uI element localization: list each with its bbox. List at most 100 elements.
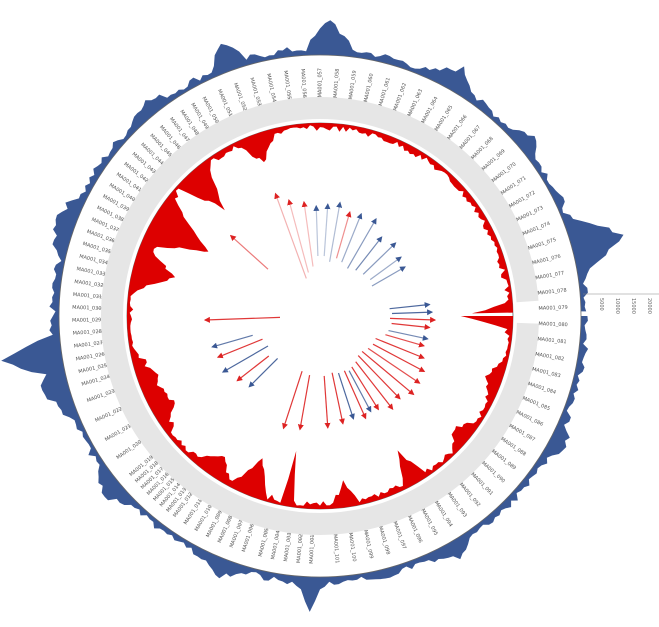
gene-tick [129,197,135,201]
gene-tick [109,390,115,393]
forward-arrow [236,355,270,382]
gene-tick [169,478,174,483]
gene-tick [197,499,201,505]
gene-tick [422,118,426,123]
gene-tick [448,134,452,139]
gene-tick [408,515,412,521]
gene-tick [288,94,290,100]
gene-tick [535,353,541,356]
gene-label: MA001_032 [74,279,104,289]
forward-arrow [351,366,379,411]
gene-tick [460,144,465,149]
gene-label: MA001_099 [362,529,374,559]
gene-tick [532,368,538,371]
gene-tick [250,524,253,530]
gene-label: MA001_059 [348,70,358,100]
gene-label: MA001_030 [72,305,102,312]
gene-tick [523,397,528,401]
gene-tick [365,96,367,102]
gene-tick [228,111,232,117]
gene-tick [99,353,105,356]
gene-label: MA001_082 [535,352,565,363]
forward-arrow [361,350,415,396]
gene-tick [394,105,397,111]
gene-tick [184,136,189,142]
coverage-scale: 5000 10000 15000 20000 [583,293,659,314]
gene-label: MA001_029 [72,317,101,324]
gene-tick [537,292,543,294]
reverse-arrow [348,370,372,413]
gene-label: MA001_081 [537,336,567,345]
scale-label-15000: 15000 [630,298,636,314]
gene-tick [265,528,268,534]
gene-tick [435,501,439,507]
forward-arrow [372,343,426,372]
gene-label: MA001_002 [296,534,305,564]
gene-label: MA001_033 [76,266,106,277]
gene-tick [175,483,180,488]
gene-tick [528,383,534,386]
gene-tick [258,100,260,106]
gene-tick [380,526,382,532]
reverse-arrow [337,372,355,420]
gene-tick [136,441,141,445]
gene-tick [100,273,106,275]
gene-label: MA001_080 [538,321,568,328]
gene-tick [158,160,163,165]
forward-arrow [335,211,352,259]
forward-arrow [274,192,307,279]
gene-tick [509,425,515,429]
gene-tick [125,425,131,429]
gene-label: MA001_027 [73,340,103,350]
gene-label: MA001_060 [363,73,375,103]
gene-tick [394,521,397,527]
gene-tick [509,203,515,207]
gene-tick [501,438,506,442]
forward-arrow [203,316,281,323]
gene-tick [422,509,426,514]
gene-tick [228,515,232,521]
band-gap [509,300,546,324]
gene-label: MA001_028 [72,329,102,337]
gene-tick [194,130,198,135]
reverse-arrow [329,201,343,262]
gene-tick [158,467,163,472]
forward-arrow [367,347,421,384]
gene-tick [148,456,153,461]
scale-label-10000: 10000 [614,298,620,314]
reverse-arrow [211,334,253,349]
gene-label: MA001_078 [537,288,567,297]
reverse-arrow [248,357,279,388]
gene-tick [116,408,122,411]
forward-arrow [216,338,263,359]
forward-arrow [331,372,345,425]
gene-tick [482,165,487,170]
gene-tick [104,376,110,378]
gene-tick [113,228,119,231]
forward-arrow [282,371,303,430]
gene-tick [492,177,497,182]
scale-label-20000: 20000 [646,298,652,314]
gene-label: MA001_100 [347,532,357,562]
reverse-arrow [313,204,320,257]
gene-label: MA001_079 [538,305,568,312]
gene-tick [516,217,522,221]
forward-arrow [375,337,425,359]
gene-tick [123,207,129,211]
reverse-arrow [371,266,406,287]
gene-label: MA001_101 [332,534,340,564]
reverse-arrow [341,212,363,263]
gene-label: MA001_057 [318,68,324,97]
gene-tick [243,105,246,111]
gene-tick [97,342,103,344]
gene-tick [482,462,487,467]
gene-tick [537,338,543,340]
gene-tick [239,520,242,526]
gene-label: MA001_055 [282,70,292,100]
gene-tick [207,505,211,511]
forward-arrow [385,334,425,348]
reverse-arrow [389,302,431,310]
gene-tick [380,100,382,106]
gene-tick [523,231,528,235]
gene-tick [532,261,538,264]
